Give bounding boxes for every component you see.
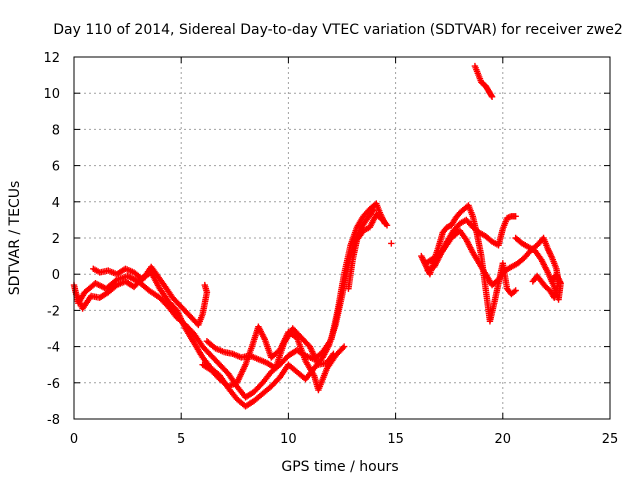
x-tick-label: 0 — [70, 432, 78, 447]
data-point — [529, 278, 537, 285]
x-axis-label: GPS time / hours — [281, 459, 398, 475]
y-tick-labels: -8 -6 -4 -2 0 2 4 6 8 10 12 — [43, 51, 60, 428]
data-point — [488, 93, 496, 101]
series-sat-k — [512, 234, 564, 303]
data-point — [388, 240, 395, 247]
y-axis-label: SDTVAR / TECUs — [7, 181, 23, 296]
data-point — [370, 205, 378, 213]
gridlines — [74, 57, 610, 419]
series-sat-f — [345, 211, 391, 292]
data-point — [488, 92, 495, 99]
data-point — [340, 343, 348, 350]
data-point — [382, 220, 390, 228]
series-sat-g — [388, 240, 395, 247]
data-point — [511, 288, 518, 295]
x-tick-label: 5 — [177, 432, 185, 447]
y-tick-label: 12 — [43, 51, 60, 66]
chart-title: Day 110 of 2014, Sidereal Day-to-day VTE… — [53, 22, 623, 38]
data-point — [548, 278, 556, 285]
y-tick-label: 6 — [52, 160, 60, 175]
x-tick-label: 25 — [602, 432, 619, 447]
y-tick-label: -6 — [47, 377, 60, 392]
y-tick-label: -4 — [47, 341, 60, 356]
y-tick-label: 2 — [52, 232, 60, 247]
y-tick-label: 10 — [43, 87, 60, 102]
data-point — [339, 344, 347, 352]
y-tick-label: 4 — [52, 196, 60, 211]
y-tick-label: -8 — [47, 413, 60, 428]
plot-frame — [73, 56, 611, 420]
series-sat-l — [471, 62, 496, 101]
series-sat-e — [203, 325, 337, 372]
data-point — [512, 287, 519, 294]
series-sat-c — [90, 263, 211, 329]
series-sat-j — [422, 227, 562, 301]
data-point — [530, 276, 538, 284]
x-tick-label: 15 — [387, 432, 404, 447]
y-tick-label: -2 — [47, 304, 60, 319]
x-tick-label: 20 — [495, 432, 512, 447]
data-point — [330, 350, 337, 358]
x-tick-labels: 0 5 10 15 20 25 — [70, 432, 618, 447]
y-tick-label: 8 — [52, 123, 60, 138]
data-points — [70, 62, 564, 410]
data-point — [201, 281, 208, 289]
y-tick-label: 0 — [52, 268, 60, 283]
data-point — [383, 222, 391, 229]
data-point — [512, 213, 519, 220]
series-sat-b — [72, 205, 378, 410]
x-tick-label: 10 — [280, 432, 297, 447]
